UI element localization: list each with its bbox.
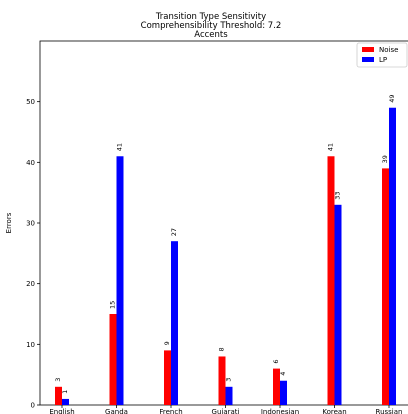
bar-lp — [171, 241, 178, 405]
y-tick-label: 20 — [26, 280, 35, 288]
bar-value-label: 3 — [225, 378, 233, 382]
x-tick-label: Korean — [322, 408, 346, 414]
bar-lp — [116, 156, 124, 405]
bar-value-label: 8 — [218, 347, 226, 351]
bar-value-label: 3 — [54, 378, 62, 382]
x-tick-label: French — [159, 408, 182, 414]
legend-swatch — [362, 47, 374, 52]
bars — [55, 107, 396, 405]
bar-value-label: 4 — [279, 372, 287, 376]
bar-lp — [334, 204, 342, 405]
bar-value-label: 15 — [109, 301, 117, 309]
y-tick-label: 0 — [31, 402, 35, 410]
bar-value-label: 33 — [334, 192, 342, 200]
bar-value-label: 9 — [163, 341, 171, 345]
x-tick-label: English — [49, 408, 74, 414]
y-tick-label: 40 — [26, 159, 35, 167]
bar-lp — [280, 380, 287, 405]
title-line-1: Transition Type Sensitivity — [155, 12, 266, 22]
y-tick-label: 30 — [26, 220, 35, 228]
bar-labels: 3 1 15 41 9 27 8 3 6 4 41 33 39 49 — [54, 94, 396, 393]
bar-noise — [164, 350, 171, 405]
bar-value-label: 27 — [170, 228, 178, 236]
bar-noise — [273, 368, 280, 405]
x-tick-label: Indonesian — [261, 408, 299, 414]
bar-value-label: 41 — [116, 143, 124, 151]
legend-label: Noise — [379, 46, 398, 54]
bar-noise — [218, 356, 226, 405]
title-line-3: Accents — [194, 30, 228, 40]
title-line-2: Comprehensibility Threshold: 7.2 — [141, 21, 282, 31]
bar-noise — [382, 168, 389, 405]
legend-label: LP — [379, 56, 387, 64]
bar-value-label: 41 — [327, 143, 335, 151]
bar-noise — [55, 386, 62, 405]
x-axis: English Ganda French Gujarati Indonesian Kore… — [49, 405, 402, 414]
bar-lp — [62, 398, 69, 405]
bar-lp — [389, 107, 396, 405]
x-tick-label: Gujarati — [212, 408, 240, 414]
bar-noise — [327, 156, 335, 405]
bar-value-label: 1 — [61, 390, 69, 394]
legend: Noise LP — [356, 42, 408, 68]
chart-title: Transition Type Sensitivity Comprehensib… — [141, 12, 282, 40]
y-axis-label: Errors — [5, 212, 13, 233]
y-tick-label: 50 — [26, 98, 35, 106]
bar-value-label: 39 — [381, 155, 389, 163]
bar-noise — [109, 314, 117, 405]
bar-lp — [225, 386, 233, 405]
x-tick-label: Russian — [376, 408, 403, 414]
legend-swatch — [362, 57, 374, 62]
x-tick-label: Ganda — [105, 408, 128, 414]
y-axis: 0 10 20 30 40 50 — [26, 98, 40, 410]
bar-value-label: 49 — [388, 94, 396, 102]
y-tick-label: 10 — [26, 341, 35, 349]
bar-value-label: 6 — [272, 359, 280, 363]
